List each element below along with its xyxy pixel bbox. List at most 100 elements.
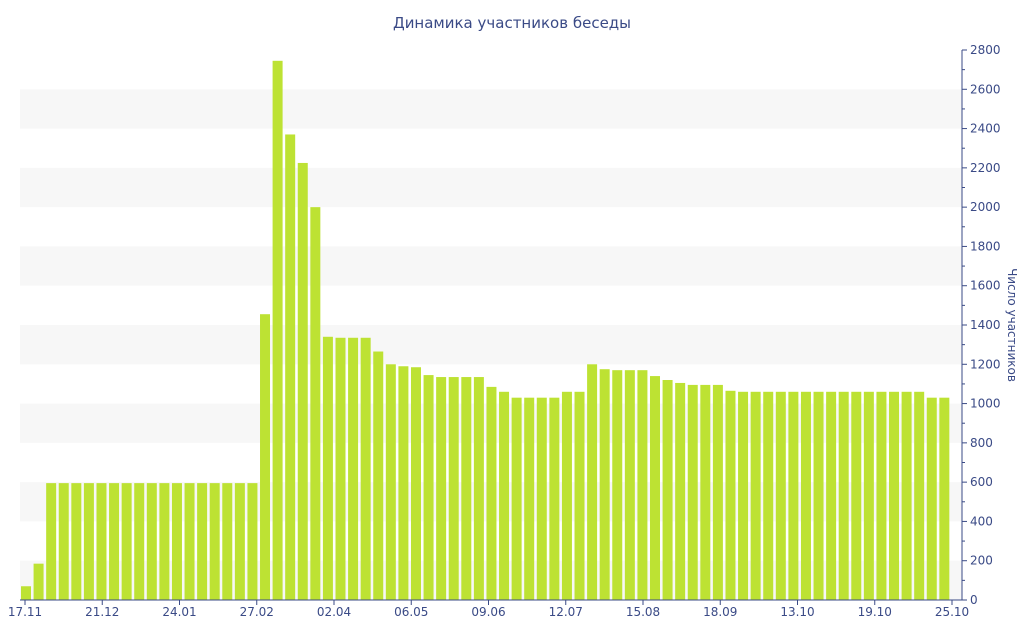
bar [587, 364, 598, 600]
bar [675, 382, 686, 600]
y-tick-label: 2600 [970, 82, 1001, 96]
x-tick-label: 12.07 [549, 605, 583, 619]
bar [322, 336, 333, 600]
bar [549, 397, 560, 600]
y-tick-label: 0 [970, 593, 978, 607]
y-tick-label: 200 [970, 554, 993, 568]
bar [599, 369, 610, 600]
grid-band [20, 246, 962, 286]
x-tick-label: 21.12 [85, 605, 119, 619]
x-tick-label: 06.05 [394, 605, 428, 619]
x-tick-label: 24.01 [162, 605, 196, 619]
bar [423, 375, 434, 600]
bar [46, 483, 57, 601]
bar [939, 397, 950, 600]
bar [410, 367, 421, 600]
bar [58, 483, 69, 601]
y-tick-label: 1600 [970, 279, 1001, 293]
bar [662, 380, 673, 600]
bar [297, 162, 308, 600]
bar [461, 377, 472, 600]
x-tick-label: 15.08 [626, 605, 660, 619]
bar [536, 397, 547, 600]
y-tick-label: 1200 [970, 357, 1001, 371]
bar [109, 483, 120, 601]
bar [775, 391, 786, 600]
bar [33, 563, 44, 600]
grid-band [20, 325, 962, 365]
bar [83, 483, 94, 601]
y-tick-label: 2400 [970, 122, 1001, 136]
bar [612, 370, 623, 600]
bar [926, 397, 937, 600]
bar [788, 391, 799, 600]
bar [398, 366, 409, 600]
x-tick-label: 27.02 [240, 605, 274, 619]
x-tick-label: 09.06 [471, 605, 505, 619]
y-tick-label: 2200 [970, 161, 1001, 175]
y-axis: 0 200 400 600 800 1000 1200 1400 1600 1800 2000 220… [961, 43, 1001, 607]
y-tick-label: 1400 [970, 318, 1001, 332]
bar [171, 483, 182, 601]
bar [574, 391, 585, 600]
bar [96, 483, 107, 601]
bar [159, 483, 170, 601]
bar [763, 391, 774, 600]
bar [448, 377, 459, 600]
bar [247, 483, 258, 601]
bar [499, 391, 510, 600]
bar [184, 483, 195, 601]
bar [889, 391, 900, 600]
chart-title: Динамика участников беседы [393, 14, 631, 32]
bar [473, 377, 484, 600]
bar [234, 483, 245, 601]
bar [624, 370, 635, 600]
bar [863, 391, 874, 600]
bar [360, 337, 371, 600]
bar [914, 391, 925, 600]
bar [750, 391, 761, 600]
bar [272, 60, 283, 601]
bar [197, 483, 208, 601]
bar [561, 391, 572, 600]
bar [134, 483, 145, 601]
grid-band [20, 167, 962, 208]
bar [486, 386, 497, 601]
bar [285, 134, 296, 600]
bar [222, 483, 233, 601]
bar [800, 391, 811, 600]
bar [650, 376, 660, 600]
bar [385, 364, 396, 600]
bar [511, 397, 522, 600]
x-tick-label: 17.11 [8, 605, 42, 619]
bar [373, 351, 384, 600]
bar [436, 377, 447, 600]
bar [700, 384, 711, 600]
bar [687, 384, 698, 600]
bar [21, 586, 31, 600]
bar [838, 391, 849, 600]
y-tick-label: 2000 [970, 200, 1001, 214]
x-axis: 17.11 21.12 24.01 27.02 02.04 06.05 09.06 12.07… [8, 599, 969, 619]
x-tick-label: 25.10 [935, 605, 969, 619]
x-tick-label: 18.09 [703, 605, 737, 619]
bar [851, 391, 862, 600]
bar [335, 337, 346, 600]
bar [348, 337, 359, 600]
bar [712, 384, 723, 600]
bar [310, 207, 321, 600]
y-tick-label: 1000 [970, 397, 1001, 411]
x-tick-label: 13.10 [780, 605, 814, 619]
y-axis-label: Число участников [1005, 268, 1019, 382]
bar [260, 314, 271, 600]
bar [901, 391, 912, 600]
bar [146, 483, 157, 601]
bar [826, 391, 837, 600]
bar [876, 391, 887, 600]
bar [725, 390, 736, 600]
y-tick-label: 800 [970, 436, 993, 450]
bar [637, 370, 648, 600]
bar [121, 483, 132, 601]
